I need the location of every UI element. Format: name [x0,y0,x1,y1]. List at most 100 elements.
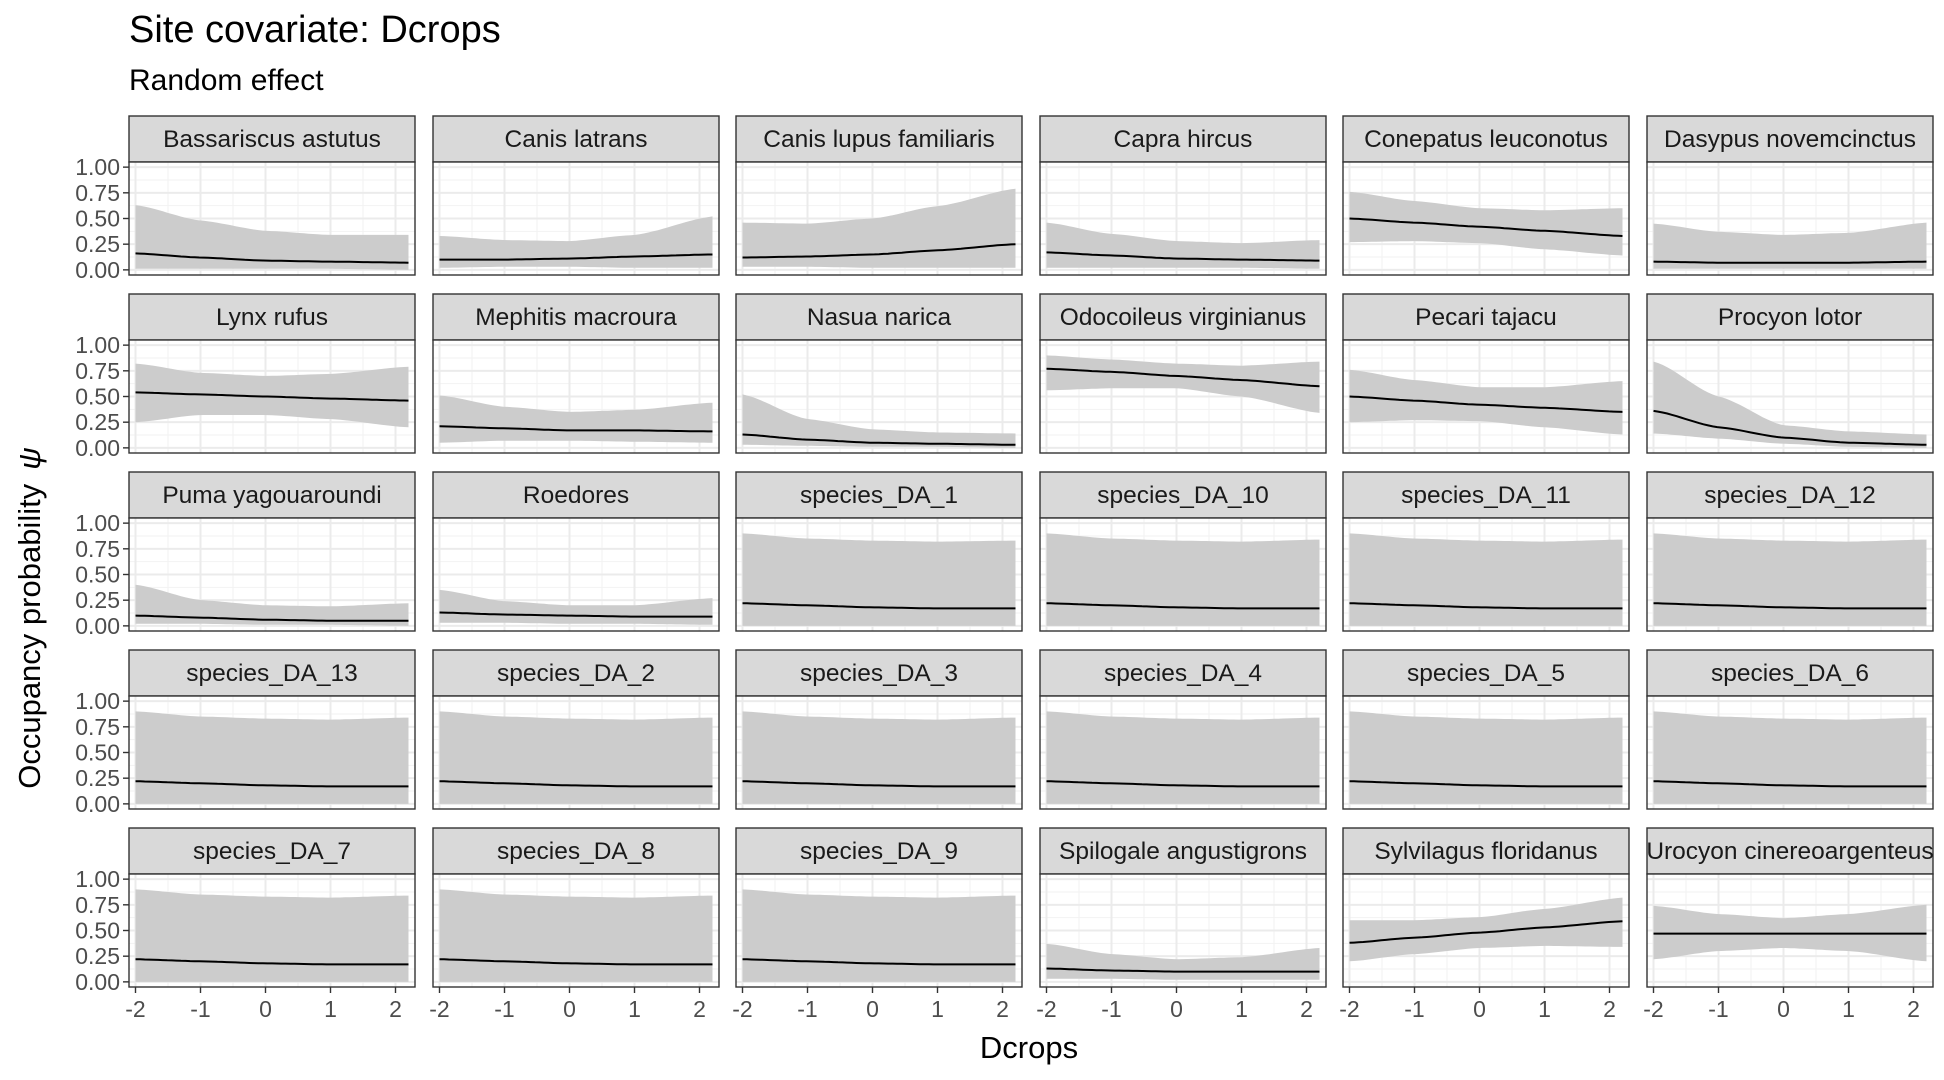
facet-panel: species_DA_10 [1039,471,1327,632]
facet-strip-label: Dasypus novemcinctus [1664,126,1916,153]
credible-interval-ribbon [1653,533,1927,626]
facet-strip-label: species_DA_6 [1711,660,1869,687]
facet-strip-label: Nasua narica [807,304,952,331]
x-tick-label: -2 [429,996,449,1022]
facet-strip-label: species_DA_2 [497,660,655,687]
facet-panel: Procyon lotor [1646,293,1934,454]
credible-interval-ribbon [1653,361,1927,448]
facet-panel: Spilogale angustigrons [1039,827,1327,988]
x-tick-label: 0 [1473,996,1486,1022]
facet-panel: species_DA_5 [1342,649,1630,810]
mean-line [1653,260,1927,264]
facet-panel: species_DA_1 [735,471,1023,632]
credible-interval-ribbon [1653,711,1927,804]
credible-interval-ribbon [1349,191,1623,256]
panel-border [432,339,720,454]
mean-line [439,780,713,788]
facet-strip [735,471,1023,519]
credible-interval-ribbon [1046,533,1320,626]
panel-border [1646,695,1934,810]
facet-panel: species_DA_7 [128,827,416,988]
facet-strip [128,827,416,875]
mean-line [439,958,713,966]
facet-panel: species_DA_6 [1646,649,1934,810]
panel-border [735,339,1023,454]
credible-interval-ribbon [135,711,409,804]
mean-line [1653,602,1927,610]
mean-line [1349,217,1623,237]
y-tick-label: 0.25 [75,587,120,613]
facet-strip [735,115,1023,163]
facet-strip [1646,827,1934,875]
panel-border [1039,873,1327,988]
facet-strip [735,649,1023,697]
x-tick-label: 1 [628,996,641,1022]
credible-interval-ribbon [1349,533,1623,626]
facet-strip-label: Bassariscus astutus [163,126,381,153]
y-tick-label: 0.75 [75,358,120,384]
mean-line [1349,780,1623,788]
mean-line [742,958,1016,966]
facet-panel: Sylvilagus floridanus [1342,827,1630,988]
mean-line [439,253,713,261]
panel-border [1342,161,1630,276]
panel-border [735,873,1023,988]
panel-border [1342,695,1630,810]
x-tick-label: 1 [1235,996,1248,1022]
y-tick-label: 0.50 [75,562,120,588]
facet-strip [128,293,416,341]
facet-strip [128,115,416,163]
x-tick-label: 1 [1538,996,1551,1022]
y-tick-label: 1.00 [75,688,120,714]
facet-panel: Dasypus novemcinctus [1646,115,1934,276]
x-tick-label: -1 [190,996,210,1022]
mean-line [1046,367,1320,388]
x-tick-label: 1 [324,996,337,1022]
facet-strip [1342,649,1630,697]
facet-panel: Roedores [432,471,720,632]
credible-interval-ribbon [135,205,409,270]
x-tick-label: -2 [1036,996,1056,1022]
credible-interval-ribbon [1349,369,1623,435]
facet-strip-label: Sylvilagus floridanus [1374,838,1597,865]
y-tick-label: 0.50 [75,384,120,410]
panel-border [1646,339,1934,454]
x-tick-label: 2 [1603,996,1616,1022]
facet-panel: Canis latrans [432,115,720,276]
panel-border [1646,517,1934,632]
facet-strip [1646,293,1934,341]
panel-border [735,517,1023,632]
facet-strip-label: Mephitis macroura [475,304,677,331]
facet-panels: Bassariscus astutus Canis latrans Canis lu… [128,115,1934,988]
chart-subtitle: Random effect [129,64,324,97]
panel-border [432,161,720,276]
credible-interval-ribbon [742,394,1016,448]
facet-strip [1039,649,1327,697]
facet-strip-label: species_DA_4 [1104,660,1262,687]
x-tick-label: 2 [996,996,1009,1022]
panel-border [1342,517,1630,632]
panel-border [1039,339,1327,454]
credible-interval-ribbon [439,216,713,268]
facet-strip-label: Conepatus leuconotus [1364,126,1608,153]
facet-panel: species_DA_8 [432,827,720,988]
x-tick-label: 2 [1300,996,1313,1022]
facet-strip [432,827,720,875]
mean-line [742,433,1016,446]
facet-strip-label: Pecari tajacu [1415,304,1557,331]
x-tick-label: -2 [1643,996,1663,1022]
facet-strip [1039,115,1327,163]
panel-border [432,873,720,988]
y-tick-label: 0.00 [75,435,120,461]
credible-interval-ribbon [439,889,713,982]
facet-strip-label: species_DA_9 [800,838,958,865]
facet-strip [432,115,720,163]
y-tick-label: 0.50 [75,918,120,944]
panel-border [1039,161,1327,276]
x-tick-label: -2 [732,996,752,1022]
mean-line [742,602,1016,610]
panel-border [735,161,1023,276]
x-tick-label: -1 [494,996,514,1022]
x-tick-label: 2 [389,996,402,1022]
